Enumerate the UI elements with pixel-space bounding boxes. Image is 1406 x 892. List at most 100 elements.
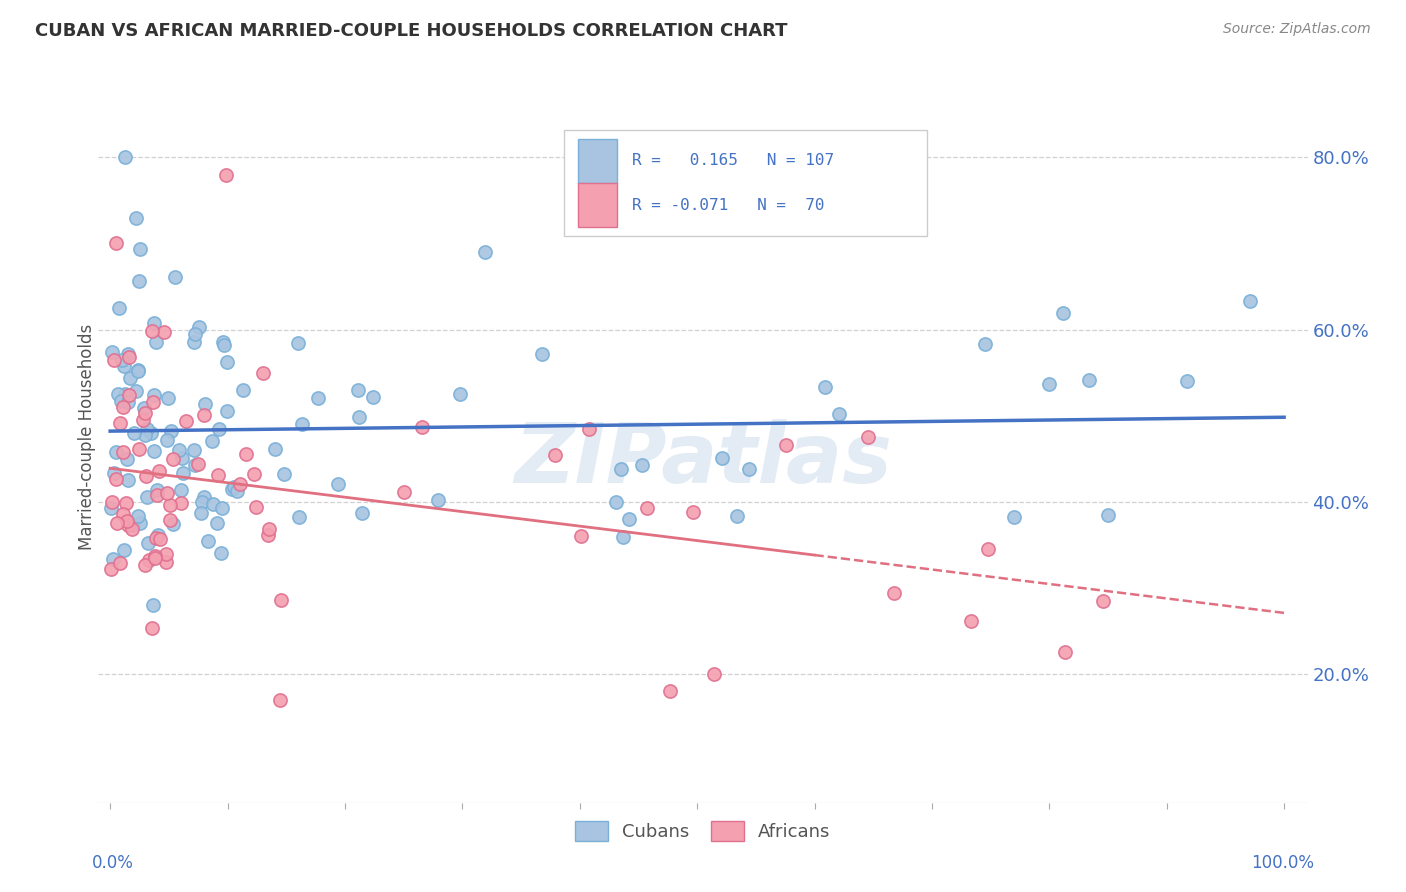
Point	[104, 444, 127, 458]
Point	[162, 516, 184, 531]
Point	[134, 558, 156, 572]
Point	[426, 492, 449, 507]
Point	[225, 484, 247, 499]
Point	[101, 344, 124, 359]
FancyBboxPatch shape	[578, 138, 617, 183]
Point	[155, 555, 177, 569]
Point	[122, 425, 145, 440]
Point	[291, 417, 314, 431]
Point	[392, 484, 415, 499]
Point	[142, 598, 165, 612]
Point	[1077, 373, 1099, 387]
Point	[184, 458, 207, 472]
Point	[160, 424, 183, 438]
Point	[135, 469, 157, 483]
Point	[142, 394, 165, 409]
Point	[155, 433, 177, 447]
Point	[1038, 376, 1060, 391]
Legend: Cubans, Africans: Cubans, Africans	[568, 814, 838, 848]
Text: 100.0%: 100.0%	[1251, 855, 1315, 872]
Point	[141, 621, 163, 635]
Point	[107, 516, 129, 531]
Point	[201, 434, 224, 449]
Point	[149, 533, 172, 547]
Point	[142, 316, 165, 330]
Point	[143, 551, 166, 566]
Point	[231, 383, 253, 397]
Point	[610, 461, 633, 475]
Point	[264, 442, 287, 456]
Point	[127, 364, 149, 378]
Text: R = -0.071   N =  70: R = -0.071 N = 70	[631, 198, 824, 212]
Point	[205, 516, 228, 530]
Point	[103, 466, 125, 480]
Point	[108, 416, 131, 430]
Point	[813, 380, 835, 394]
Point	[121, 518, 143, 533]
Point	[197, 533, 219, 548]
Point	[1175, 374, 1198, 388]
Point	[103, 353, 125, 368]
Point	[229, 477, 252, 491]
Point	[128, 242, 150, 256]
Point	[242, 467, 264, 481]
Point	[193, 408, 215, 422]
Point	[207, 467, 229, 482]
Point	[155, 486, 177, 500]
Point	[159, 513, 181, 527]
Point	[190, 495, 212, 509]
Point	[183, 443, 205, 458]
Point	[114, 387, 136, 401]
Point	[287, 336, 309, 351]
Point	[190, 506, 212, 520]
FancyBboxPatch shape	[578, 183, 617, 227]
Point	[361, 391, 384, 405]
Point	[170, 450, 193, 465]
Point	[124, 211, 146, 225]
Point	[111, 353, 134, 368]
Point	[449, 387, 471, 401]
Point	[105, 236, 128, 251]
Point	[828, 407, 851, 421]
Point	[112, 445, 135, 459]
Point	[115, 496, 138, 510]
Point	[1097, 508, 1119, 522]
Point	[976, 542, 998, 557]
Point	[165, 269, 187, 284]
Point	[682, 505, 704, 519]
Point	[711, 451, 734, 466]
Point	[1052, 306, 1074, 320]
Point	[142, 387, 165, 401]
Point	[174, 414, 197, 428]
Point	[474, 245, 496, 260]
Point	[346, 383, 368, 397]
Point	[100, 500, 122, 515]
Point	[128, 442, 150, 456]
Point	[136, 536, 159, 550]
Point	[1239, 294, 1261, 309]
Point	[636, 500, 658, 515]
Text: CUBAN VS AFRICAN MARRIED-COUPLE HOUSEHOLDS CORRELATION CHART: CUBAN VS AFRICAN MARRIED-COUPLE HOUSEHOL…	[35, 22, 787, 40]
Point	[617, 512, 640, 526]
Point	[214, 168, 236, 182]
Point	[544, 448, 567, 462]
Point	[221, 482, 243, 496]
Point	[117, 350, 139, 364]
Point	[252, 366, 274, 380]
Point	[201, 497, 224, 511]
Point	[139, 425, 162, 440]
Point	[187, 320, 209, 334]
Point	[136, 490, 159, 504]
Point	[107, 387, 129, 401]
Point	[631, 458, 654, 472]
Point	[118, 388, 141, 402]
Point	[170, 496, 193, 510]
Point	[703, 666, 725, 681]
Point	[212, 337, 235, 351]
Point	[259, 522, 281, 536]
Text: R =   0.165   N = 107: R = 0.165 N = 107	[631, 153, 834, 168]
Point	[145, 488, 167, 502]
Point	[883, 586, 905, 600]
Point	[105, 472, 128, 486]
Point	[212, 334, 235, 349]
